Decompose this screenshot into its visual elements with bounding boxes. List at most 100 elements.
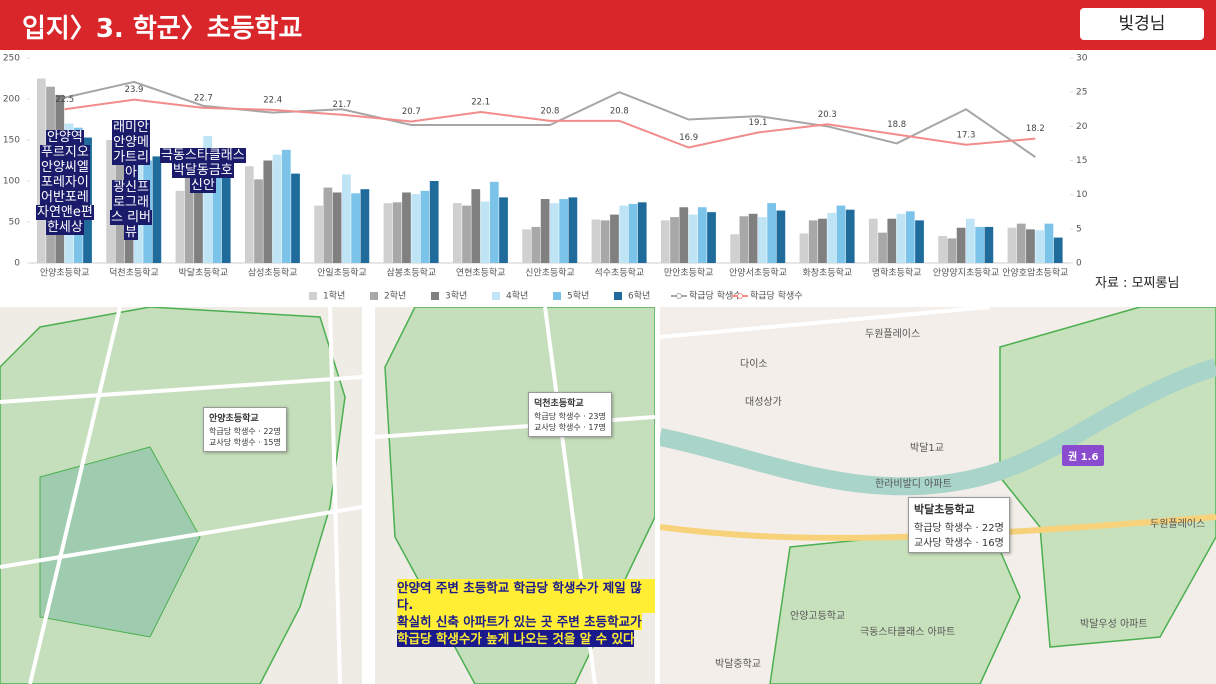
annotation: 래미안 안양메 가트리 아 광신프 로그래 스 리버 뷰 — [110, 120, 153, 240]
bar — [291, 173, 300, 263]
annotation-line: 아 — [124, 165, 138, 180]
map-label: 대성상가 — [745, 397, 782, 408]
bar — [591, 219, 601, 263]
annotation-line: 박달동금호 — [171, 163, 234, 178]
bar — [697, 207, 707, 263]
map-label: 두원플레이스 — [1150, 519, 1206, 530]
x-tick-label: 명학초등학교 — [872, 268, 922, 279]
bar — [351, 193, 360, 263]
x-tick-label: 연현초등학교 — [456, 268, 506, 279]
data-label: 16.9 — [679, 133, 698, 143]
bar — [360, 189, 370, 263]
annotation-line: 한세상 — [45, 220, 84, 235]
x-tick-label: 석수초등학교 — [594, 268, 644, 279]
note-line: 확실히 신축 아파트가 있는 곳 주변 초등학교가 — [397, 613, 642, 630]
school-popup: 안양초등학교 학급당 학생수 · 22명 교사당 학생수 · 15명 — [203, 407, 287, 452]
bar — [314, 205, 324, 263]
x-tick-label: 삼봉초등학교 — [386, 268, 436, 279]
legend-label: 2학년 — [384, 291, 406, 302]
line — [64, 98, 1036, 149]
legend-marker — [676, 293, 682, 299]
x-tick-label: 안일초등학교 — [317, 268, 367, 279]
annotation-line: 어반포레 — [40, 190, 90, 205]
bar — [342, 174, 351, 263]
bar — [776, 210, 786, 263]
school-popup: 덕천초등학교 학급당 학생수 · 23명 교사당 학생수 · 17명 — [528, 392, 612, 437]
bar — [808, 220, 818, 263]
annotation-line: 자연앤e편 — [36, 205, 94, 220]
x-tick-label: 삼성초등학교 — [248, 268, 298, 279]
data-label: 22.4 — [263, 95, 282, 105]
bar — [758, 217, 767, 263]
data-label: 23.9 — [125, 85, 144, 95]
bar — [739, 216, 749, 263]
map: 안양초등학교 학급당 학생수 · 22명 교사당 학생수 · 15명 — [0, 307, 362, 684]
bar — [938, 235, 948, 263]
bar — [106, 140, 116, 263]
annotation: 안양역 푸르지오 안양씨엘 포레자이 어반포레 자연앤e편 한세상 — [36, 130, 94, 235]
x-tick-label: 안양호암초등학교 — [1002, 267, 1068, 279]
bar — [600, 220, 610, 263]
legend-label: 1학년 — [323, 291, 345, 302]
bar — [767, 203, 776, 263]
y-tick-label: 50 — [9, 218, 21, 228]
y-tick-label: 250 — [3, 54, 20, 64]
bar — [827, 212, 837, 263]
bar — [429, 181, 439, 263]
data-label: 20.8 — [610, 106, 629, 116]
bar — [984, 226, 994, 263]
map-background — [660, 307, 1216, 684]
y-tick-label: 100 — [3, 177, 20, 187]
annotation-line: 신안 — [189, 178, 216, 193]
bar — [966, 218, 975, 263]
annotation-line: 극동스타클래스 — [160, 148, 246, 163]
bar — [878, 232, 887, 263]
source-note: 자료 : 모찌롱님 — [1095, 276, 1180, 291]
legend-label: 5학년 — [567, 291, 589, 302]
bar — [1007, 227, 1017, 263]
popup-line: 교사당 학생수 · 16명 — [914, 538, 1004, 549]
legend-item: 2학년 — [370, 291, 406, 302]
bar — [152, 156, 162, 263]
annotation-line: 뷰 — [124, 225, 138, 240]
price-tag[interactable]: 권 1.6 — [1062, 445, 1105, 466]
x-tick-label: 신안초등학교 — [525, 268, 575, 279]
map-label: 다이소 — [740, 359, 768, 370]
map-label: 극동스타클래스 아파트 — [860, 627, 956, 638]
annotation-line: 가트리 — [112, 150, 150, 165]
bar — [568, 197, 578, 263]
popup-title: 안양초등학교 — [209, 414, 259, 424]
annotation-line: 로그래 — [112, 195, 150, 210]
bar — [480, 201, 490, 263]
author-button[interactable]: 빛경님 — [1080, 8, 1204, 40]
bar — [818, 218, 827, 263]
bar — [332, 192, 342, 263]
bar — [402, 192, 411, 263]
school-popup: 박달초등학교 학급당 학생수 · 22명 교사당 학생수 · 16명 — [908, 497, 1010, 553]
legend-item: 5학년 — [553, 291, 589, 302]
bar — [272, 154, 282, 263]
popup-line: 학급당 학생수 · 22명 — [209, 427, 281, 436]
bar — [522, 229, 532, 263]
bar — [323, 187, 333, 263]
bar — [221, 172, 231, 263]
y2-tick-label: 5 — [1076, 224, 1082, 234]
popup-title: 박달초등학교 — [914, 503, 975, 516]
bar — [212, 164, 222, 263]
bar — [489, 181, 499, 263]
bar — [628, 203, 638, 263]
bar — [184, 176, 194, 263]
annotation-line: 광신프 — [112, 180, 150, 195]
bar — [730, 234, 740, 263]
bar — [392, 202, 402, 263]
map-label: 두원플레이스 — [865, 329, 921, 340]
bar — [707, 212, 716, 263]
legend-item: 4학년 — [492, 291, 528, 302]
bar — [905, 211, 915, 263]
highlight-note: 안양역 주변 초등학교 학급당 학생수가 제일 많다. 확실히 신축 아파트가 … — [397, 579, 655, 647]
data-label: 20.3 — [818, 110, 837, 120]
y2-tick-label: 10 — [1076, 190, 1088, 200]
bar — [203, 135, 213, 263]
data-label: 22.7 — [194, 93, 213, 103]
bar — [887, 218, 897, 263]
